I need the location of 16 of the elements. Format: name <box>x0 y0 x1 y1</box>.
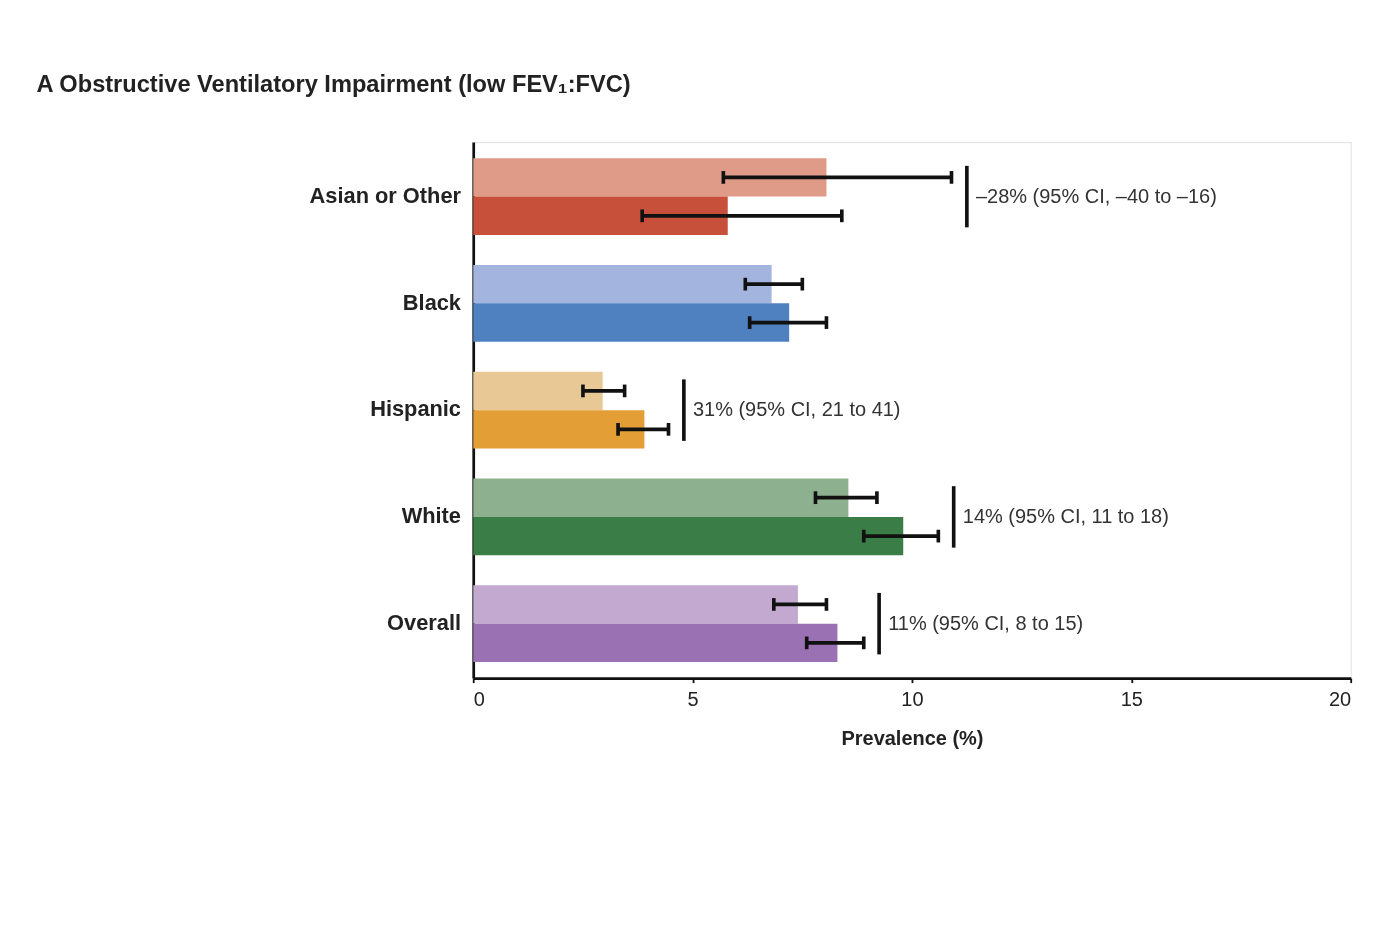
x-tick-label: 20 <box>1328 687 1352 710</box>
x-tick-label: 10 <box>901 687 924 710</box>
annotation: 14% (95% CI, 11 to 18) <box>962 505 1169 528</box>
y-tick-label: Hispanic <box>370 396 461 422</box>
x-axis-title: Prevalence (%) <box>841 726 984 749</box>
y-tick-label: Asian or Other <box>309 182 462 208</box>
y-tick-label: Black <box>402 289 462 315</box>
chart-title: A Obstructive Ventilatory Impairment (low FEV₁:FVC) <box>36 71 631 98</box>
x-tick-label: 15 <box>1120 687 1143 710</box>
y-tick-label: Overall <box>387 610 461 636</box>
annotation: 11% (95% CI, 8 to 15) <box>888 612 1084 635</box>
y-tick-label: White <box>401 503 461 529</box>
x-tick-label: 0 <box>473 687 485 710</box>
annotation: 31% (95% CI, 21 to 41) <box>692 398 901 421</box>
annotation: –28% (95% CI, –40 to –16) <box>975 184 1217 207</box>
x-tick-label: 5 <box>687 687 699 710</box>
